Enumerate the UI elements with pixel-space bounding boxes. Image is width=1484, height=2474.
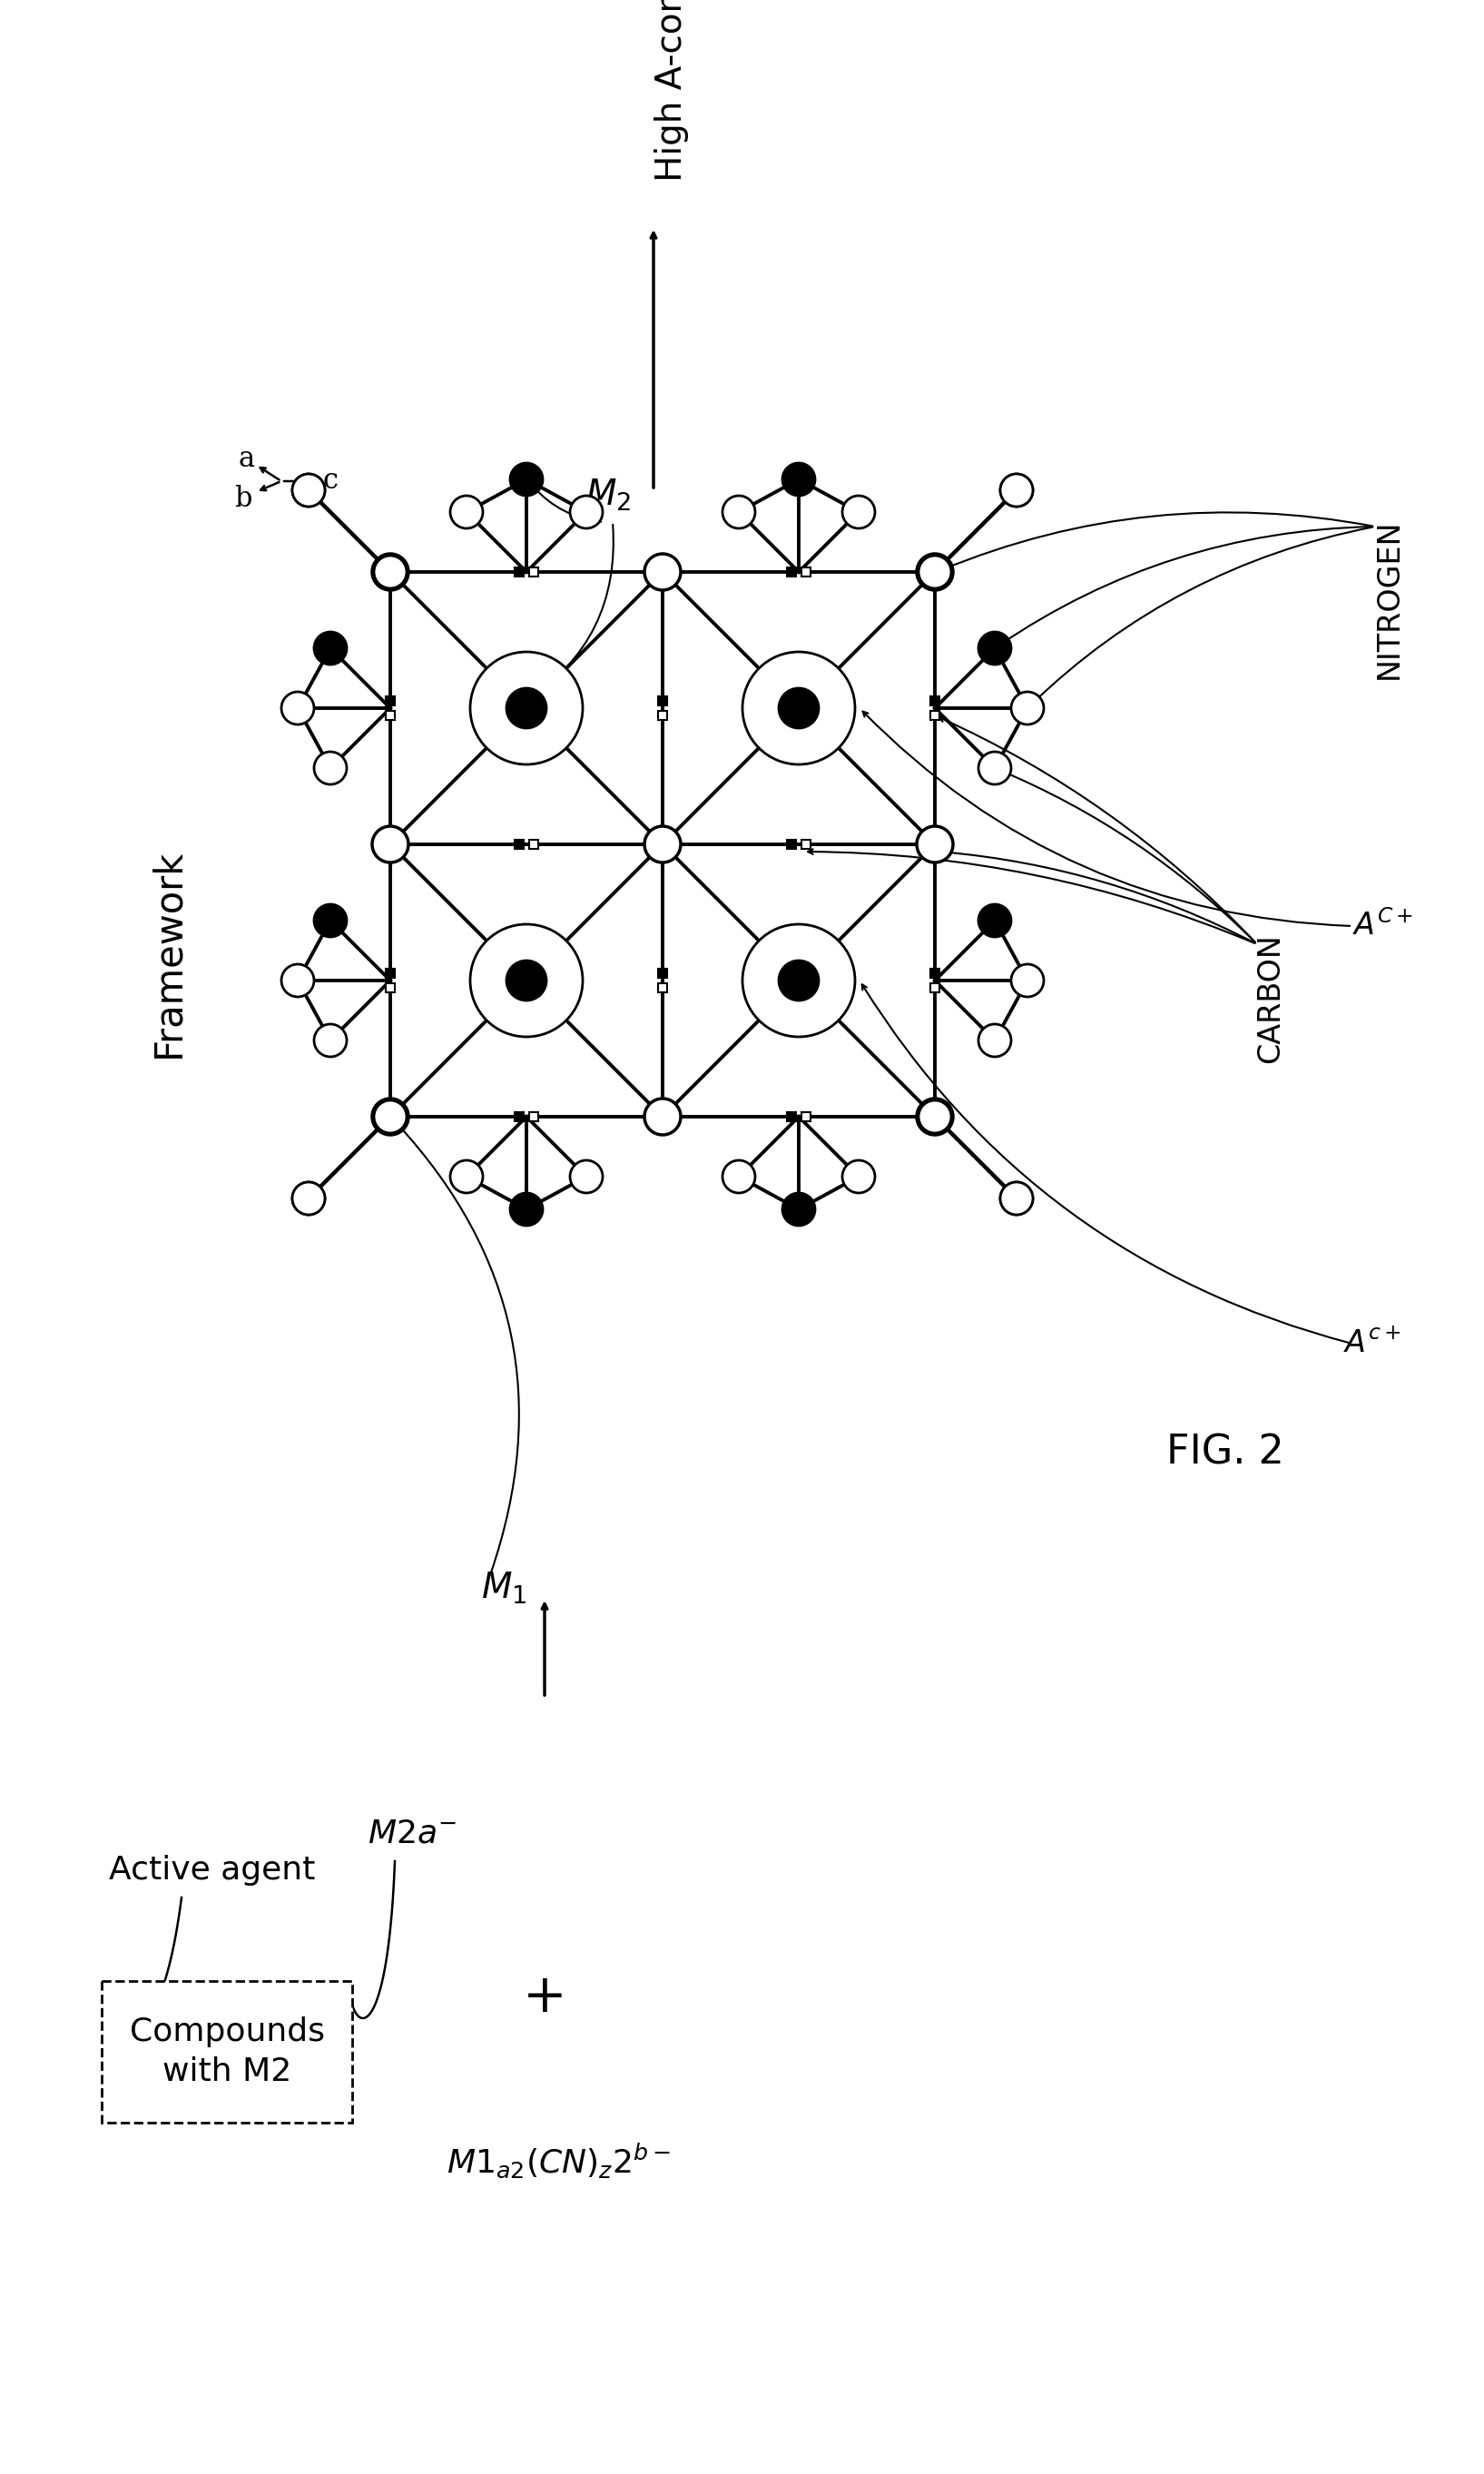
Circle shape [292, 1183, 325, 1215]
Bar [930, 982, 939, 992]
Text: $M1_{a2}(CN)_{z}2^{b-}$: $M1_{a2}(CN)_{z}2^{b-}$ [447, 2142, 671, 2180]
Bar [657, 710, 668, 720]
Text: $M_1$: $M_1$ [481, 1571, 527, 1606]
Bar [657, 982, 668, 992]
Text: Active agent: Active agent [108, 1856, 315, 1885]
Text: b: b [234, 485, 252, 515]
Circle shape [292, 475, 325, 507]
Bar [801, 567, 810, 576]
Circle shape [374, 557, 407, 589]
Text: High A-contained MCM: High A-contained MCM [654, 0, 689, 181]
Bar [528, 1111, 539, 1121]
Text: CARBON: CARBON [1255, 933, 1285, 1064]
Circle shape [843, 495, 876, 529]
Circle shape [644, 554, 681, 591]
Circle shape [644, 1098, 681, 1136]
Text: Compounds
with M2: Compounds with M2 [129, 2016, 325, 2088]
Circle shape [570, 1160, 603, 1192]
Circle shape [919, 557, 951, 589]
Bar [657, 967, 668, 977]
Circle shape [506, 960, 546, 999]
Text: Framework: Framework [148, 849, 187, 1059]
Bar [657, 695, 668, 705]
Circle shape [1011, 693, 1043, 725]
Circle shape [843, 1160, 876, 1192]
Bar [386, 982, 395, 992]
Circle shape [917, 826, 953, 863]
Circle shape [292, 475, 325, 507]
Circle shape [978, 631, 1011, 666]
Circle shape [372, 1098, 408, 1136]
Circle shape [1000, 1183, 1033, 1215]
Text: +: + [522, 1972, 567, 2024]
Circle shape [919, 1101, 951, 1133]
Circle shape [450, 495, 482, 529]
Bar [528, 839, 539, 849]
Text: $M2a^{-}$: $M2a^{-}$ [368, 1818, 457, 1851]
Circle shape [779, 688, 819, 727]
Circle shape [570, 495, 603, 529]
Text: A: A [787, 962, 812, 999]
Circle shape [742, 925, 855, 1037]
Bar [515, 1111, 524, 1121]
Text: $A^{C+}$: $A^{C+}$ [1352, 910, 1413, 943]
Text: NITROGEN: NITROGEN [1374, 520, 1404, 680]
Circle shape [782, 1192, 815, 1225]
Circle shape [644, 826, 681, 863]
Circle shape [292, 1183, 325, 1215]
Circle shape [723, 495, 755, 529]
Circle shape [978, 1024, 1011, 1056]
Text: A: A [787, 690, 812, 727]
Bar [515, 839, 524, 849]
Text: A: A [513, 962, 539, 999]
Circle shape [315, 1024, 347, 1056]
Circle shape [506, 688, 546, 727]
Circle shape [372, 826, 408, 863]
Circle shape [510, 1192, 543, 1225]
Circle shape [917, 1098, 953, 1136]
Circle shape [374, 1101, 407, 1133]
Text: c: c [322, 468, 338, 495]
Bar [801, 1111, 810, 1121]
Bar [386, 695, 395, 705]
Bar [787, 839, 797, 849]
Circle shape [315, 752, 347, 784]
Circle shape [779, 960, 819, 999]
Text: a: a [239, 445, 255, 473]
Circle shape [742, 651, 855, 764]
Circle shape [470, 651, 583, 764]
Circle shape [978, 752, 1011, 784]
Bar [787, 567, 797, 576]
Bar [386, 710, 395, 720]
Circle shape [1011, 965, 1043, 997]
Circle shape [282, 965, 315, 997]
Circle shape [450, 1160, 482, 1192]
Circle shape [510, 463, 543, 495]
Text: A: A [513, 690, 539, 727]
Text: $A^{c+}$: $A^{c+}$ [1343, 1329, 1401, 1358]
Bar [930, 967, 939, 977]
Bar [801, 839, 810, 849]
Circle shape [282, 693, 315, 725]
Bar [930, 695, 939, 705]
Text: FIG. 2: FIG. 2 [1166, 1432, 1284, 1472]
Bar [386, 967, 395, 977]
Circle shape [978, 905, 1011, 938]
Circle shape [917, 554, 953, 591]
Circle shape [1000, 475, 1033, 507]
Circle shape [470, 925, 583, 1037]
Circle shape [315, 905, 347, 938]
Circle shape [1000, 475, 1033, 507]
Circle shape [782, 463, 815, 495]
Bar [515, 567, 524, 576]
Text: $M_2$: $M_2$ [585, 477, 631, 512]
Circle shape [1000, 1183, 1033, 1215]
Bar [787, 1111, 797, 1121]
Circle shape [315, 631, 347, 666]
Circle shape [723, 1160, 755, 1192]
Bar [930, 710, 939, 720]
Circle shape [372, 554, 408, 591]
FancyBboxPatch shape [102, 1982, 352, 2123]
Bar [528, 567, 539, 576]
